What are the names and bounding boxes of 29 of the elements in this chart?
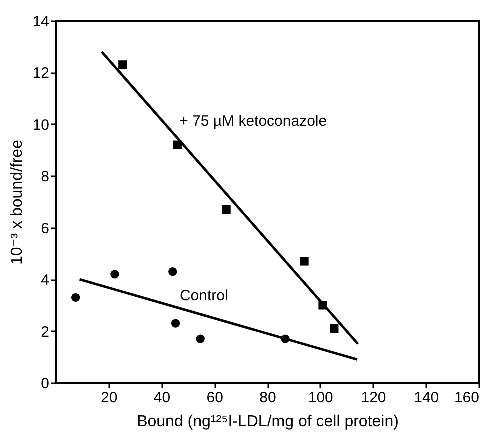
y-axis-title: 10⁻³ x bound/free [8, 140, 26, 265]
y-tick-label: 12 [32, 65, 50, 82]
y-tick-label: 10 [32, 116, 50, 134]
point [196, 334, 205, 344]
point [118, 60, 128, 70]
y-tick-label: 0 [41, 376, 50, 392]
x-tick-label: 120 [361, 390, 386, 406]
x-tick-label: 40 [154, 390, 171, 406]
point [330, 324, 339, 334]
point [168, 267, 178, 276]
y-tick-label: 4 [41, 272, 50, 290]
x-axis-title: Bound (ng¹²⁵I-LDL/mg of cell protein) [137, 414, 399, 430]
y-tick-label: 14 [32, 14, 50, 30]
y-tick-label: 6 [41, 220, 50, 238]
series-label: + 75 µM ketoconazole [180, 113, 328, 130]
x-tick-label: 140 [414, 390, 440, 406]
x-tick-label: 100 [308, 390, 334, 406]
point [171, 319, 180, 328]
y-tick-label: 8 [41, 168, 50, 186]
series-label: Control [180, 287, 228, 304]
y-tick-label: 2 [41, 324, 50, 341]
x-tick-label: 80 [260, 390, 276, 406]
x-tick-label: 20 [101, 390, 118, 406]
point [222, 205, 231, 214]
point [72, 293, 80, 302]
x-tick-label: 160 [454, 390, 480, 406]
point [300, 257, 309, 266]
point [110, 270, 120, 279]
x-tick-label: 60 [206, 390, 224, 406]
